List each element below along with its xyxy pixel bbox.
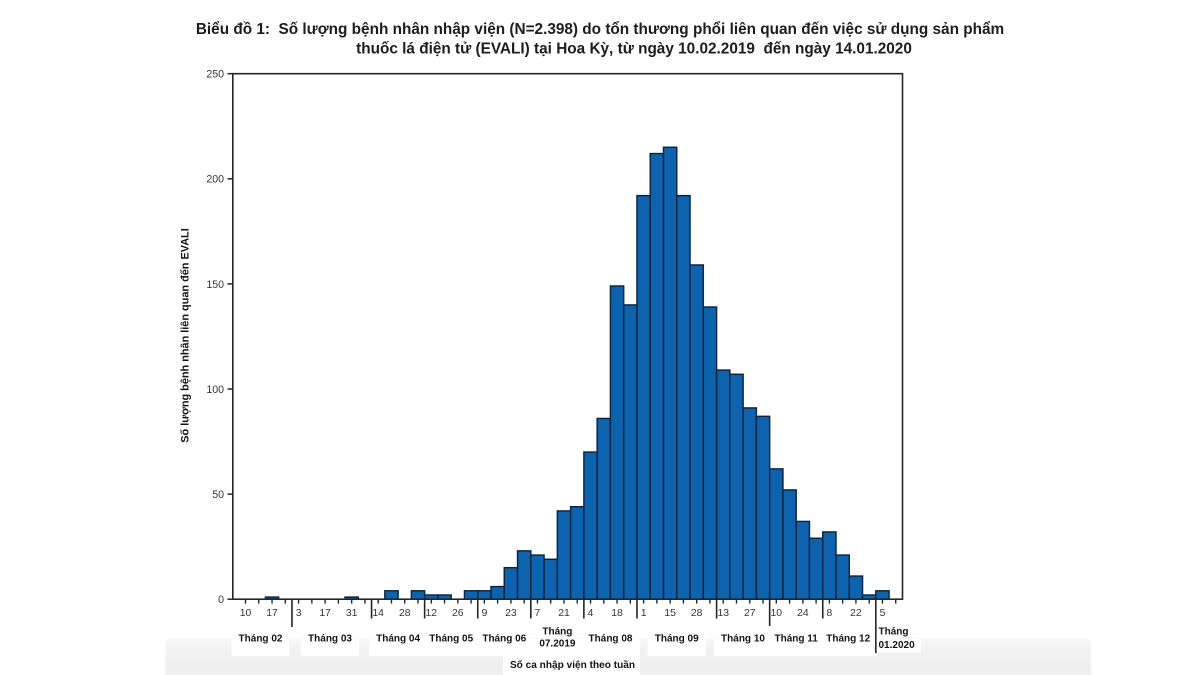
svg-text:17: 17: [319, 608, 331, 619]
svg-text:Biểu đồ 1: Số lượng bệnh nhân: Biểu đồ 1: Số lượng bệnh nhân nhập viện …: [196, 21, 1004, 38]
svg-text:14: 14: [372, 608, 384, 619]
svg-text:5: 5: [880, 608, 886, 619]
svg-text:Tháng 03: Tháng 03: [308, 634, 352, 645]
svg-text:10: 10: [771, 608, 783, 619]
svg-text:15: 15: [664, 608, 676, 619]
svg-text:27: 27: [744, 608, 756, 619]
svg-text:28: 28: [691, 608, 703, 619]
svg-text:250: 250: [206, 69, 224, 81]
svg-text:Số ca nhập viện theo tuần: Số ca nhập viện theo tuần: [510, 659, 635, 671]
svg-text:26: 26: [452, 608, 464, 619]
svg-text:9: 9: [481, 608, 487, 619]
svg-text:01.2020: 01.2020: [879, 640, 916, 651]
svg-text:24: 24: [797, 608, 809, 619]
svg-text:Tháng 05: Tháng 05: [429, 634, 473, 645]
svg-text:100: 100: [206, 384, 224, 396]
svg-text:17: 17: [266, 608, 278, 619]
svg-text:150: 150: [206, 279, 224, 291]
svg-text:Tháng: Tháng: [542, 627, 572, 638]
svg-text:18: 18: [611, 608, 623, 619]
svg-text:21: 21: [558, 608, 570, 619]
svg-text:3: 3: [296, 608, 302, 619]
svg-text:50: 50: [212, 489, 224, 501]
svg-text:Tháng: Tháng: [879, 626, 909, 637]
svg-text:31: 31: [346, 608, 358, 619]
svg-text:Tháng 02: Tháng 02: [239, 634, 283, 645]
svg-text:Tháng 06: Tháng 06: [482, 634, 526, 645]
svg-text:10: 10: [240, 608, 252, 619]
svg-text:Tháng 04: Tháng 04: [376, 634, 420, 645]
svg-text:0: 0: [218, 594, 224, 606]
svg-text:Tháng 08: Tháng 08: [589, 634, 633, 645]
svg-text:Tháng 10: Tháng 10: [721, 634, 765, 645]
svg-text:22: 22: [850, 608, 862, 619]
svg-text:1: 1: [641, 608, 647, 619]
svg-text:23: 23: [505, 608, 517, 619]
svg-text:Tháng 12: Tháng 12: [826, 634, 870, 645]
svg-text:Số lượng bệnh nhân liên quan đ: Số lượng bệnh nhân liên quan đến EVALI: [180, 228, 192, 442]
svg-text:12: 12: [425, 608, 437, 619]
svg-text:07.2019: 07.2019: [539, 639, 576, 650]
svg-text:13: 13: [717, 608, 729, 619]
svg-text:8: 8: [826, 608, 832, 619]
svg-text:thuốc lá điện tử (EVALI) tại H: thuốc lá điện tử (EVALI) tại Hoa Kỳ, từ …: [356, 41, 912, 58]
svg-text:7: 7: [535, 608, 541, 619]
svg-text:4: 4: [588, 608, 594, 619]
svg-text:200: 200: [206, 174, 224, 186]
svg-text:28: 28: [399, 608, 411, 619]
svg-text:Tháng 11: Tháng 11: [775, 634, 819, 645]
svg-text:Tháng 09: Tháng 09: [655, 634, 699, 645]
